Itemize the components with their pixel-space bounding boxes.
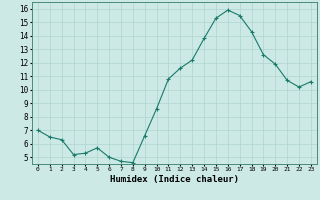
X-axis label: Humidex (Indice chaleur): Humidex (Indice chaleur) [110,175,239,184]
